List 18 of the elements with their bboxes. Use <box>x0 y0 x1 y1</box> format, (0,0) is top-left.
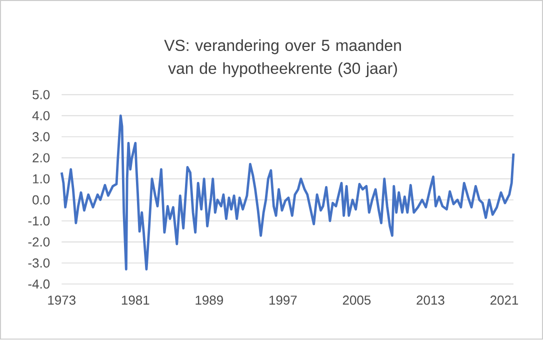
y-tick-label: 4.0 <box>32 111 50 120</box>
chart-title: VS: verandering over 5 maanden van de hypotheekrente (30 jaar) <box>164 39 401 78</box>
y-tick-label: -3.0 <box>28 258 50 268</box>
y-tick-label: -4.0 <box>28 280 50 289</box>
x-tick-label: 1981 <box>122 296 150 305</box>
y-tick-label: -1.0 <box>28 216 50 226</box>
y-tick-label: 0.0 <box>32 195 50 205</box>
x-tick-label: 2021 <box>490 296 518 305</box>
y-tick-label: 3.0 <box>32 132 50 142</box>
x-tick-label: 2013 <box>416 296 444 305</box>
x-tick-label: 1973 <box>48 296 76 305</box>
y-tick-label: 1.0 <box>33 174 50 184</box>
y-tick-label: 5.0 <box>32 90 50 100</box>
y-tick-label: 2.0 <box>32 153 50 163</box>
x-tick-label: 1989 <box>196 296 223 305</box>
y-tick-label: -2.0 <box>28 238 50 247</box>
x-tick-label: 2005 <box>342 296 371 305</box>
x-tick-label: 1997 <box>269 296 297 305</box>
